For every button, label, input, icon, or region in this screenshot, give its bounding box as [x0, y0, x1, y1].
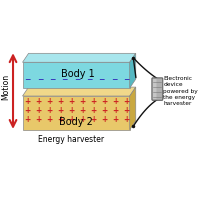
Text: +: + [101, 97, 107, 106]
FancyBboxPatch shape [152, 78, 163, 100]
Text: +: + [112, 106, 118, 115]
Text: +: + [36, 97, 42, 106]
Text: Body 2: Body 2 [59, 117, 93, 127]
Text: −: − [98, 76, 105, 85]
Text: +: + [123, 97, 129, 106]
Text: +: + [36, 115, 42, 124]
Polygon shape [130, 53, 136, 88]
Polygon shape [23, 87, 136, 96]
Text: −: − [86, 76, 92, 85]
Text: −: − [74, 76, 80, 85]
Text: +: + [101, 106, 107, 115]
Text: +: + [46, 115, 53, 124]
Text: +: + [123, 106, 129, 115]
Text: +: + [25, 115, 31, 124]
Text: −: − [25, 76, 31, 85]
Text: −: − [61, 76, 68, 85]
Text: −: − [49, 76, 56, 85]
Text: +: + [90, 106, 97, 115]
Text: +: + [90, 97, 97, 106]
Text: +: + [79, 106, 86, 115]
Text: −: − [111, 76, 117, 85]
Text: +: + [57, 115, 64, 124]
Polygon shape [23, 96, 130, 130]
Text: −: − [37, 76, 43, 85]
Text: +: + [68, 106, 75, 115]
Text: +: + [25, 97, 31, 106]
Text: +: + [36, 106, 42, 115]
FancyBboxPatch shape [153, 79, 156, 99]
Text: +: + [46, 106, 53, 115]
Polygon shape [23, 62, 130, 88]
Text: +: + [112, 97, 118, 106]
Text: +: + [90, 115, 97, 124]
Text: Energy harvester: Energy harvester [38, 135, 104, 144]
Text: +: + [123, 115, 129, 124]
Text: Motion: Motion [1, 74, 10, 100]
Text: +: + [79, 97, 86, 106]
Text: Body 1: Body 1 [61, 69, 95, 79]
Text: −: − [123, 76, 129, 85]
Polygon shape [130, 87, 136, 130]
Text: +: + [25, 106, 31, 115]
Text: Electronic
device
powered by
the energy
harvester: Electronic device powered by the energy … [163, 76, 198, 106]
Text: +: + [46, 97, 53, 106]
Polygon shape [23, 53, 136, 62]
Text: +: + [112, 115, 118, 124]
Text: +: + [101, 115, 107, 124]
Text: +: + [57, 97, 64, 106]
Text: +: + [79, 115, 86, 124]
Text: +: + [68, 115, 75, 124]
Text: +: + [68, 97, 75, 106]
Text: +: + [57, 106, 64, 115]
